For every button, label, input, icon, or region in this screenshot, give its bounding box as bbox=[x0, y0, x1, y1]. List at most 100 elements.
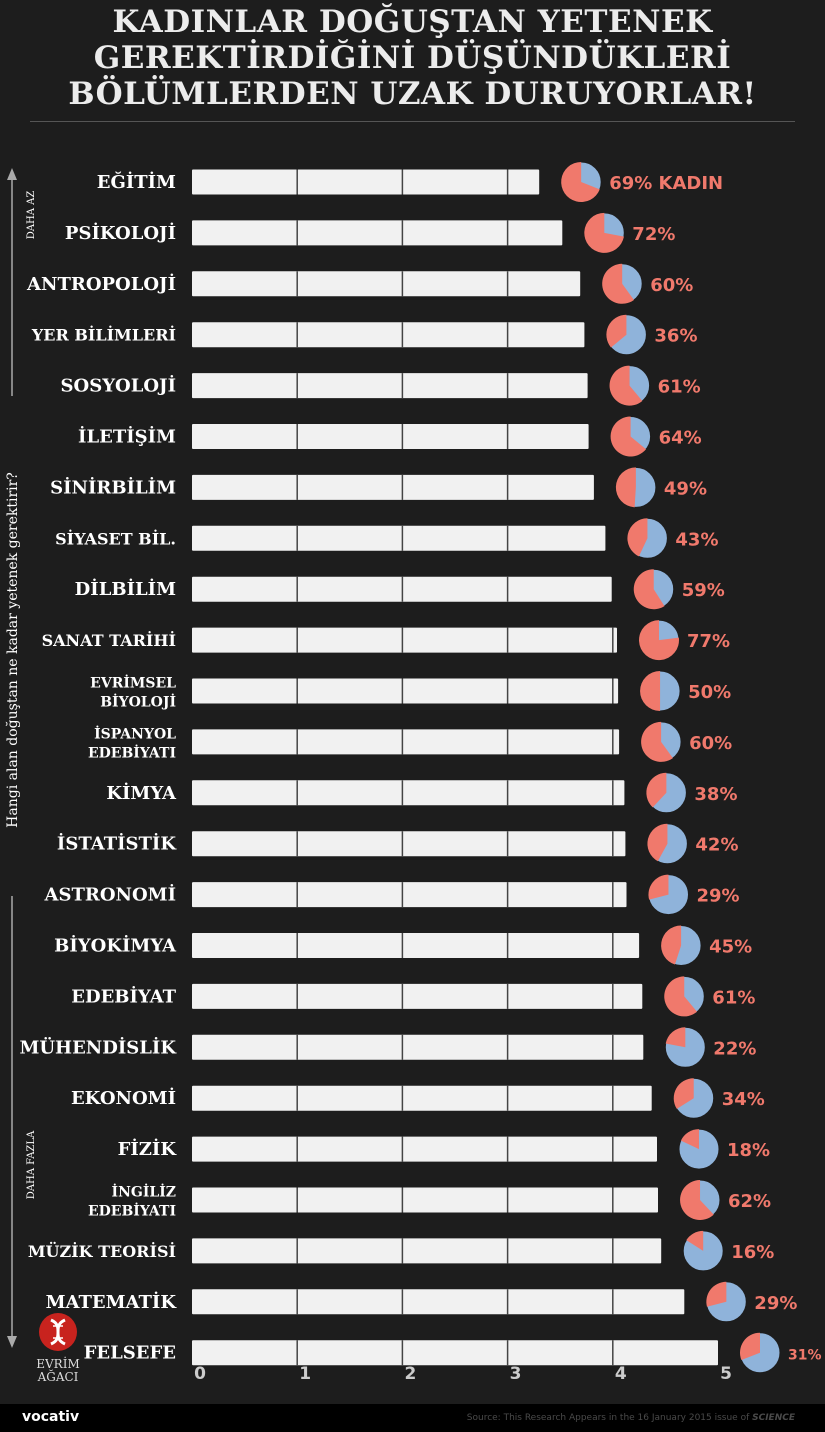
bar bbox=[192, 627, 617, 653]
pie-female bbox=[664, 976, 697, 1017]
footer-bar bbox=[0, 1404, 825, 1432]
bar bbox=[192, 1085, 652, 1111]
x-tick-label: 3 bbox=[510, 1364, 522, 1384]
bar bbox=[192, 525, 606, 551]
category-label: İNGİLİZ bbox=[112, 1182, 176, 1201]
category-label: ASTRONOMİ bbox=[44, 883, 176, 906]
bar bbox=[192, 729, 620, 755]
x-tick-label: 2 bbox=[404, 1364, 416, 1384]
pct-label: 72% bbox=[632, 224, 675, 245]
bar bbox=[192, 169, 540, 195]
category-label: SİNİRBİLİM bbox=[50, 475, 176, 498]
arrow-up-icon bbox=[7, 168, 17, 180]
pie-female bbox=[648, 874, 669, 900]
pie-female bbox=[686, 1230, 704, 1251]
arrow-down-icon bbox=[7, 1336, 17, 1348]
category-label: EDEBİYATI bbox=[88, 1201, 176, 1220]
pie-female bbox=[615, 467, 636, 508]
pct-label: 29% bbox=[697, 886, 740, 907]
pct-label: 49% bbox=[664, 478, 707, 499]
pct-label: 61% bbox=[658, 377, 701, 398]
category-label: EDEBİYATI bbox=[88, 742, 176, 761]
pct-label: 42% bbox=[695, 835, 738, 856]
y-axis-bottom-label: DAHA FAZLA bbox=[26, 1130, 37, 1199]
title-divider bbox=[30, 121, 795, 122]
bar bbox=[192, 1136, 657, 1162]
pie-female bbox=[680, 1129, 699, 1150]
pie-female bbox=[680, 1180, 714, 1220]
pie-female bbox=[661, 925, 682, 965]
pie-female bbox=[584, 212, 624, 253]
x-tick-label: 1 bbox=[299, 1364, 311, 1384]
category-label: BİYOKİMYA bbox=[54, 934, 177, 957]
category-label: İLETİŞİM bbox=[78, 425, 176, 448]
pct-label: 36% bbox=[654, 326, 697, 347]
bar bbox=[192, 424, 589, 449]
bar bbox=[192, 1187, 658, 1213]
y-axis-top-label: DAHA AZ bbox=[26, 191, 37, 240]
pie-female bbox=[641, 721, 673, 762]
pct-label: 50% bbox=[688, 682, 731, 703]
pie-female bbox=[602, 263, 634, 304]
category-label: MATEMATİK bbox=[46, 1290, 178, 1313]
pct-label: 64% bbox=[659, 428, 702, 449]
category-label: FELSEFE bbox=[84, 1343, 176, 1364]
bar bbox=[192, 220, 563, 246]
category-label: KİMYA bbox=[106, 781, 177, 804]
bar bbox=[192, 983, 643, 1009]
pct-label: 62% bbox=[728, 1191, 771, 1212]
category-label: EĞİTİM bbox=[97, 170, 176, 193]
category-label: BİYOLOJİ bbox=[100, 692, 176, 711]
pie-female bbox=[647, 823, 668, 862]
dna-logo-icon bbox=[39, 1313, 77, 1351]
category-label: EKONOMİ bbox=[71, 1086, 176, 1109]
source-text: Source: This Research Appears in the 16 … bbox=[466, 1413, 753, 1423]
bar bbox=[192, 831, 626, 857]
category-label: MÜZİK TEORİSİ bbox=[28, 1241, 176, 1261]
category-label: PSİKOLOJİ bbox=[65, 221, 176, 244]
bar bbox=[192, 373, 588, 399]
category-label: SANAT TARİHİ bbox=[42, 630, 176, 650]
axis-label-bg bbox=[5, 396, 21, 896]
bar bbox=[192, 271, 581, 297]
category-label: YER BİLİMLERİ bbox=[31, 325, 176, 345]
bar bbox=[192, 474, 594, 500]
logo-text: EVRİM AĞACI bbox=[36, 1357, 80, 1384]
pie-female bbox=[673, 1078, 694, 1109]
category-label: ANTROPOLOJİ bbox=[26, 272, 176, 295]
x-tick-label: 4 bbox=[615, 1364, 627, 1384]
pct-label: 60% bbox=[650, 275, 693, 296]
pie-female bbox=[706, 1281, 727, 1307]
title-line: GEREKTİRDİĞİNİ DÜŞÜNDÜKLERİ bbox=[93, 40, 732, 76]
source-note: Source: This Research Appears in the 16 … bbox=[467, 1413, 795, 1423]
bar bbox=[192, 322, 585, 348]
pct-label: 16% bbox=[731, 1242, 774, 1263]
bar bbox=[192, 882, 627, 908]
pct-label: 60% bbox=[689, 733, 732, 754]
category-label: EVRİMSEL bbox=[90, 673, 176, 692]
category-label: İSTATİSTİK bbox=[57, 832, 177, 855]
pct-label: 31% bbox=[788, 1348, 822, 1364]
pct-label: 59% bbox=[682, 580, 725, 601]
pie-female bbox=[640, 671, 661, 711]
x-tick-label: 0 bbox=[194, 1364, 206, 1384]
category-label: SİYASET BİL. bbox=[55, 528, 176, 548]
y-axis-label: Hangi alan doğuştan ne kadar yetenek ger… bbox=[5, 472, 21, 828]
pie-female bbox=[606, 314, 627, 348]
pct-label: 29% bbox=[754, 1293, 797, 1314]
pct-label: 18% bbox=[727, 1140, 770, 1161]
source-journal: SCIENCE bbox=[752, 1413, 795, 1423]
bar bbox=[192, 1289, 685, 1315]
pie-female bbox=[609, 365, 643, 406]
bar bbox=[192, 1340, 718, 1366]
pie-female bbox=[633, 569, 665, 610]
category-label: EDEBİYAT bbox=[71, 984, 176, 1007]
bar-chart: Hangi alan doğuştan ne kadar yetenek ger… bbox=[5, 161, 822, 1384]
title-line: KADINLAR DOĞUŞTAN YETENEK bbox=[112, 4, 713, 40]
pct-label: 77% bbox=[687, 631, 730, 652]
pie-female bbox=[739, 1332, 760, 1361]
pie-female bbox=[627, 518, 648, 557]
category-label: FİZİK bbox=[118, 1137, 178, 1160]
category-label: DİLBİLİM bbox=[75, 577, 176, 600]
category-label: SOSYOLOJİ bbox=[61, 374, 176, 397]
